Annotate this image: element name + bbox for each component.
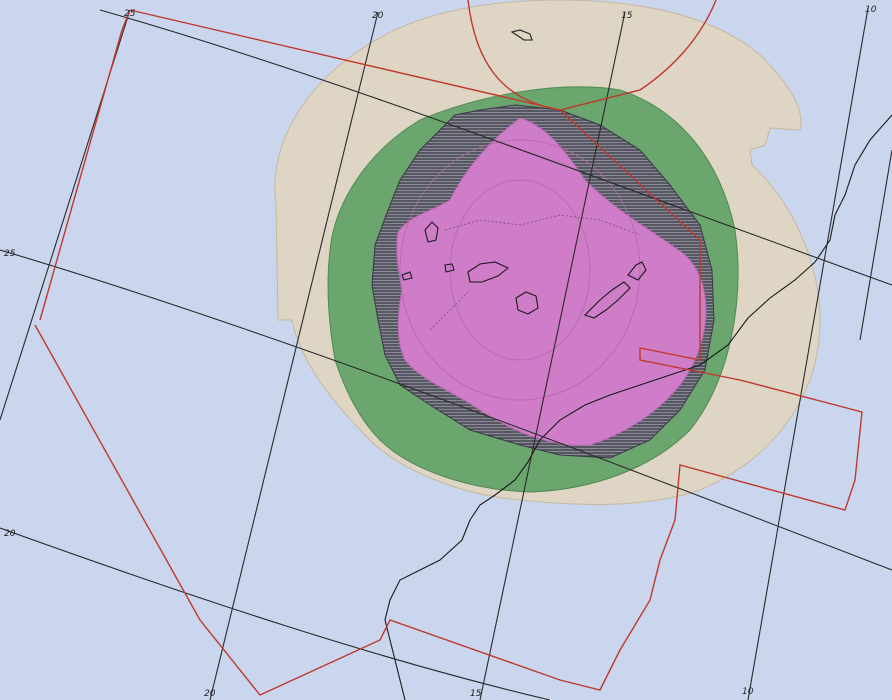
range-ring-outer <box>399 139 641 401</box>
island-madeira <box>510 29 533 41</box>
label-lon-10-bottom: 10 <box>742 687 754 697</box>
fir-border-madeira <box>467 0 717 111</box>
island-gran-canaria <box>515 291 539 315</box>
label-lon-10-top: 10 <box>865 5 877 15</box>
african-coastline <box>384 114 892 700</box>
meridian-10 <box>747 7 869 700</box>
range-ring-inner <box>449 179 591 361</box>
label-lat-20-left: 20 <box>4 529 16 539</box>
fir-border-east <box>34 240 863 696</box>
meridian-5 <box>859 149 892 341</box>
parallel-30 <box>99 9 892 286</box>
label-lon-25-top: 25 <box>124 9 136 19</box>
meridian-15 <box>479 11 626 700</box>
internal-dashed-boundary-2 <box>429 289 471 331</box>
label-lon-15-top: 15 <box>621 11 633 21</box>
island-tenerife <box>467 261 510 283</box>
parallel-20 <box>0 527 551 700</box>
parallel-25 <box>0 249 892 571</box>
label-lon-20-bottom: 20 <box>204 689 216 699</box>
island-lanzarote <box>627 261 647 281</box>
internal-dashed-boundary <box>444 214 641 236</box>
magenta-coverage-zone <box>396 117 707 446</box>
label-lat-25-left: 25 <box>4 249 16 259</box>
fir-borders <box>34 0 863 696</box>
fir-border-northwest <box>39 9 131 321</box>
label-lon-15-bottom: 15 <box>470 689 482 699</box>
island-el-hierro <box>401 271 413 281</box>
island-fuerteventura <box>583 281 631 319</box>
label-lon-20-top: 20 <box>372 11 384 21</box>
graticule-labels: 25 20 15 10 25 20 20 15 10 <box>4 5 877 699</box>
meridian-20 <box>209 11 379 700</box>
island-la-palma <box>424 221 439 243</box>
island-la-gomera <box>444 263 455 273</box>
